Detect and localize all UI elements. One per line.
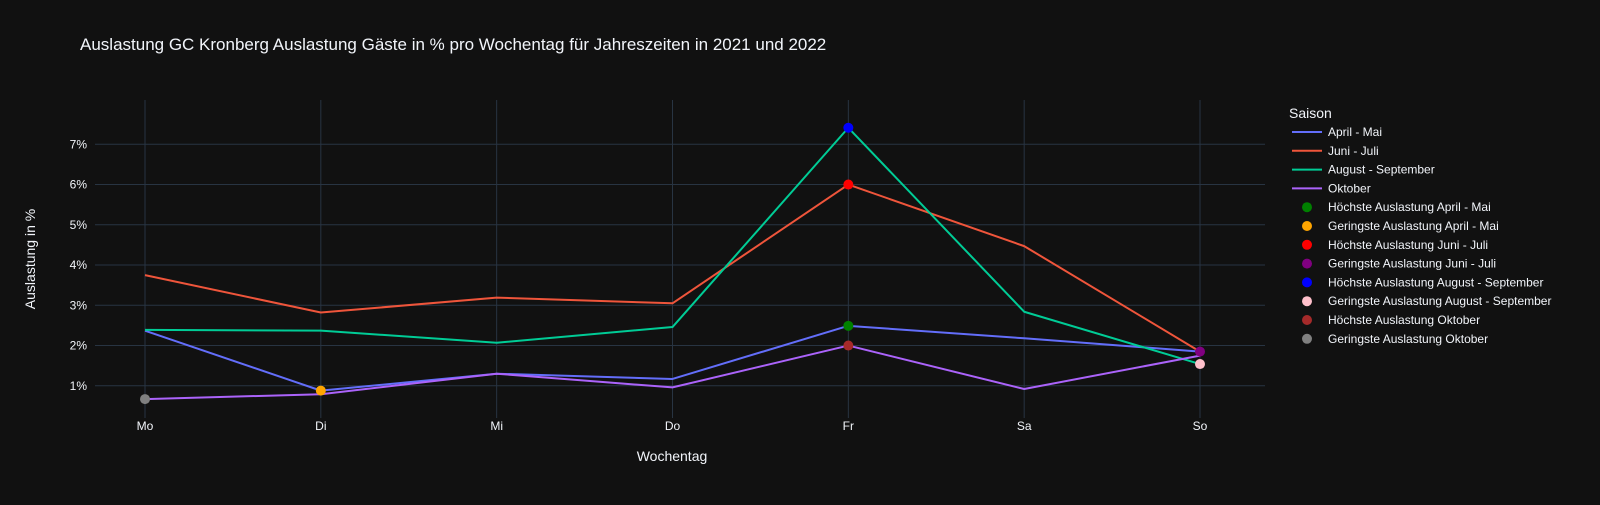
- x-tick-label: Fr: [843, 419, 854, 433]
- legend-item-label[interactable]: Höchste Auslastung April - Mai: [1328, 200, 1491, 214]
- legend-item-label[interactable]: Höchste Auslastung August - September: [1328, 275, 1543, 289]
- x-tick-label: Sa: [1017, 419, 1032, 433]
- legend-marker-swatch: [1302, 333, 1312, 344]
- legend-marker-swatch: [1302, 239, 1312, 250]
- axis-ticks: Mo Di Mi Do Fr Sa So 1% 2% 3% 4% 5% 6% 7%: [70, 137, 1208, 433]
- legend-marker-swatch: [1302, 296, 1312, 307]
- legend-item-label[interactable]: Geringste Auslastung August - September: [1328, 294, 1551, 308]
- legend-marker-swatch: [1302, 258, 1312, 269]
- x-tick-label: So: [1193, 419, 1208, 433]
- highlight-marker: [843, 340, 854, 351]
- x-tick-label: Di: [315, 419, 326, 433]
- legend-item-label[interactable]: Geringste Auslastung Juni - Juli: [1328, 257, 1496, 271]
- series-line: [144, 183, 1201, 353]
- y-tick-label: 6%: [70, 178, 88, 192]
- x-tick-label: Mi: [490, 419, 503, 433]
- legend-item-label[interactable]: Juni - Juli: [1328, 144, 1379, 158]
- series-line: [144, 126, 1201, 366]
- legend-item-label[interactable]: August - September: [1328, 163, 1435, 177]
- legend-marker-swatch: [1302, 221, 1312, 231]
- highlight-marker: [843, 179, 854, 190]
- highlight-marker: [315, 385, 326, 396]
- y-tick-label: 5%: [70, 218, 88, 232]
- x-tick-label: Do: [665, 419, 681, 433]
- highlight-marker: [1195, 346, 1205, 357]
- legend-item-label[interactable]: April - Mai: [1328, 125, 1382, 139]
- legend-item-label[interactable]: Geringste Auslastung Oktober: [1328, 332, 1488, 346]
- chart-title: Auslastung GC Kronberg Auslastung Gäste …: [80, 35, 826, 54]
- highlight-marker: [140, 394, 150, 405]
- legend-title: Saison: [1289, 105, 1332, 121]
- x-axis-title: Wochentag: [637, 448, 708, 464]
- x-tick-label: Mo: [137, 419, 154, 433]
- legend-item-label[interactable]: Geringste Auslastung April - Mai: [1328, 219, 1499, 233]
- y-axis-title: Auslastung in %: [22, 209, 38, 309]
- legend-item-label[interactable]: Höchste Auslastung Oktober: [1328, 313, 1480, 327]
- y-tick-label: 4%: [70, 258, 88, 272]
- highlight-markers: [140, 122, 1205, 405]
- grid: [95, 100, 1265, 418]
- legend-marker-swatch: [1302, 277, 1312, 288]
- highlight-marker: [1195, 359, 1205, 370]
- legend-marker-swatch: [1302, 315, 1312, 325]
- legend-marker-swatch: [1302, 202, 1312, 213]
- y-tick-label: 2%: [70, 339, 88, 353]
- y-tick-label: 1%: [70, 379, 88, 393]
- legend-item-label[interactable]: Höchste Auslastung Juni - Juli: [1328, 238, 1488, 252]
- legend[interactable]: Saison April - Mai Juni - Juli August - Se…: [1289, 105, 1551, 346]
- highlight-marker: [843, 320, 854, 331]
- y-tick-label: 7%: [70, 137, 88, 151]
- y-tick-label: 3%: [70, 298, 88, 312]
- highlight-marker: [843, 122, 854, 133]
- legend-item-label[interactable]: Oktober: [1328, 181, 1371, 195]
